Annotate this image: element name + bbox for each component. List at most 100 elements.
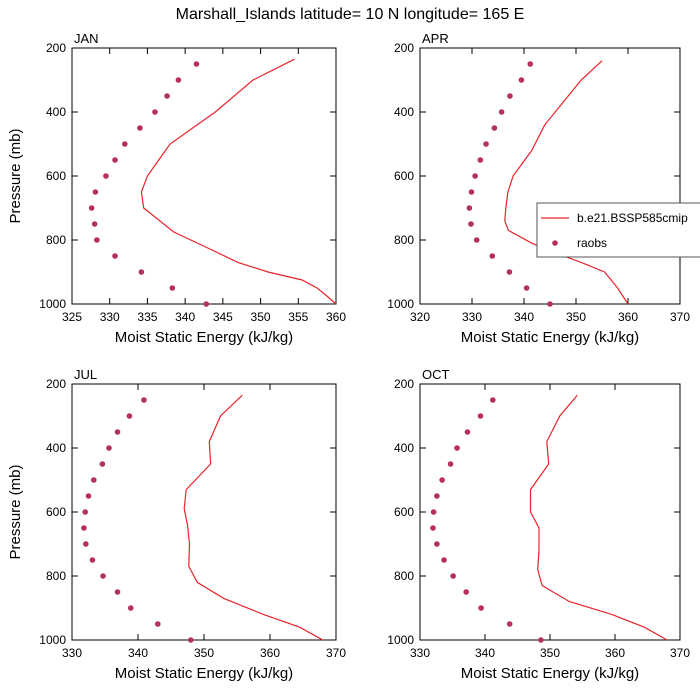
raobs-point [88, 205, 95, 211]
model-line [140, 58, 337, 305]
x-tick-label: 340 [175, 310, 195, 324]
y-tick-label: 400 [394, 105, 414, 119]
x-axis-title: Moist Static Energy (kJ/kg) [115, 665, 293, 682]
panel-label: JUL [74, 367, 97, 382]
x-tick-label: 360 [605, 646, 625, 660]
raobs-point [92, 189, 99, 195]
y-tick-label: 400 [394, 441, 414, 455]
y-tick-label: 800 [46, 233, 66, 247]
y-tick-label: 600 [394, 505, 414, 519]
raobs-point [478, 605, 484, 611]
raobs-point [498, 109, 505, 115]
x-tick-label: 370 [326, 646, 346, 660]
y-tick-label: 1000 [387, 297, 414, 311]
x-tick-label: 340 [475, 646, 495, 660]
panel-label: JAN [74, 31, 99, 46]
y-axis-title: Pressure (mb) [7, 464, 24, 559]
y-tick-label: 200 [394, 41, 414, 55]
raobs-point [81, 525, 87, 531]
raobs-point [94, 237, 100, 243]
raobs-point [127, 605, 134, 611]
y-tick-label: 1000 [39, 297, 66, 311]
raobs-point [99, 461, 106, 467]
x-tick-label: 330 [62, 646, 82, 660]
y-tick-label: 600 [46, 169, 66, 183]
figure-title: Marshall_Islands latitude= 10 N longitud… [176, 6, 525, 23]
raobs-point [152, 109, 158, 115]
raobs-point [507, 93, 513, 99]
panel-label: OCT [422, 367, 450, 382]
y-tick-label: 1000 [39, 633, 66, 647]
model-line [504, 60, 629, 305]
x-tick-label: 325 [62, 310, 82, 324]
raobs-point [430, 509, 437, 515]
model-line [529, 394, 668, 641]
raobs-point [85, 493, 92, 499]
y-tick-label: 800 [46, 569, 66, 583]
raobs-point [538, 637, 544, 643]
raobs-point [112, 157, 118, 163]
raobs-point [466, 205, 473, 211]
x-tick-label: 330 [462, 310, 482, 324]
raobs-point [527, 61, 534, 67]
y-tick-label: 800 [394, 233, 414, 247]
x-tick-label: 370 [670, 310, 690, 324]
x-tick-label: 330 [100, 310, 120, 324]
y-tick-label: 600 [46, 505, 66, 519]
y-tick-label: 600 [394, 169, 414, 183]
y-tick-label: 1000 [387, 633, 414, 647]
x-tick-label: 350 [194, 646, 214, 660]
raobs-point [112, 253, 118, 259]
x-tick-label: 330 [410, 646, 430, 660]
raobs-point [91, 221, 98, 227]
raobs-point [100, 573, 106, 579]
y-tick-label: 200 [394, 377, 414, 391]
x-tick-label: 355 [288, 310, 308, 324]
raobs-point [193, 61, 200, 67]
raobs-point [506, 269, 513, 275]
raobs-point [477, 413, 484, 419]
raobs-point [103, 173, 109, 179]
raobs-point [491, 125, 498, 131]
x-tick-label: 350 [566, 310, 586, 324]
raobs-point [473, 237, 480, 243]
x-tick-label: 320 [410, 310, 430, 324]
raobs-point [464, 429, 471, 435]
x-tick-label: 345 [213, 310, 233, 324]
x-tick-label: 335 [137, 310, 157, 324]
raobs-point [141, 397, 147, 403]
panel-jul: 330 340 350 360 370 200 400 600 800 1000 JUL Moist … [7, 367, 346, 682]
raobs-point [439, 477, 445, 483]
plot-frame [419, 47, 681, 305]
x-tick-label: 350 [251, 310, 271, 324]
raobs-point [468, 221, 474, 227]
legend: b.e21.BSSP585cmip raobs [536, 202, 700, 258]
raobs-point [114, 429, 121, 435]
y-tick-label: 200 [46, 377, 66, 391]
raobs-point [188, 637, 194, 643]
x-axis-title: Moist Static Energy (kJ/kg) [115, 329, 293, 346]
x-axis-title: Moist Static Energy (kJ/kg) [461, 665, 639, 682]
raobs-point [169, 285, 176, 291]
raobs-point [483, 141, 489, 147]
panel-apr: 320 330 340 350 360 370 200 400 600 800 1000 APR Moi… [387, 31, 690, 346]
raobs-point [518, 77, 525, 83]
raobs-point [155, 621, 161, 627]
raobs-point [441, 557, 447, 563]
raobs-point [122, 141, 128, 147]
y-tick-label: 400 [46, 105, 66, 119]
y-tick-label: 200 [46, 41, 66, 55]
plot-frame [419, 383, 681, 641]
legend-label: raobs [577, 236, 607, 250]
raobs-point [126, 413, 133, 419]
raobs-point [434, 541, 440, 547]
raobs-point [489, 253, 496, 259]
y-tick-label: 800 [394, 569, 414, 583]
raobs-point [114, 589, 121, 595]
x-axis-title: Moist Static Energy (kJ/kg) [461, 329, 639, 346]
plot-frame [71, 383, 337, 641]
legend-marker-swatch [552, 240, 558, 246]
raobs-point [89, 557, 96, 563]
raobs-point [472, 173, 478, 179]
raobs-point [447, 461, 454, 467]
